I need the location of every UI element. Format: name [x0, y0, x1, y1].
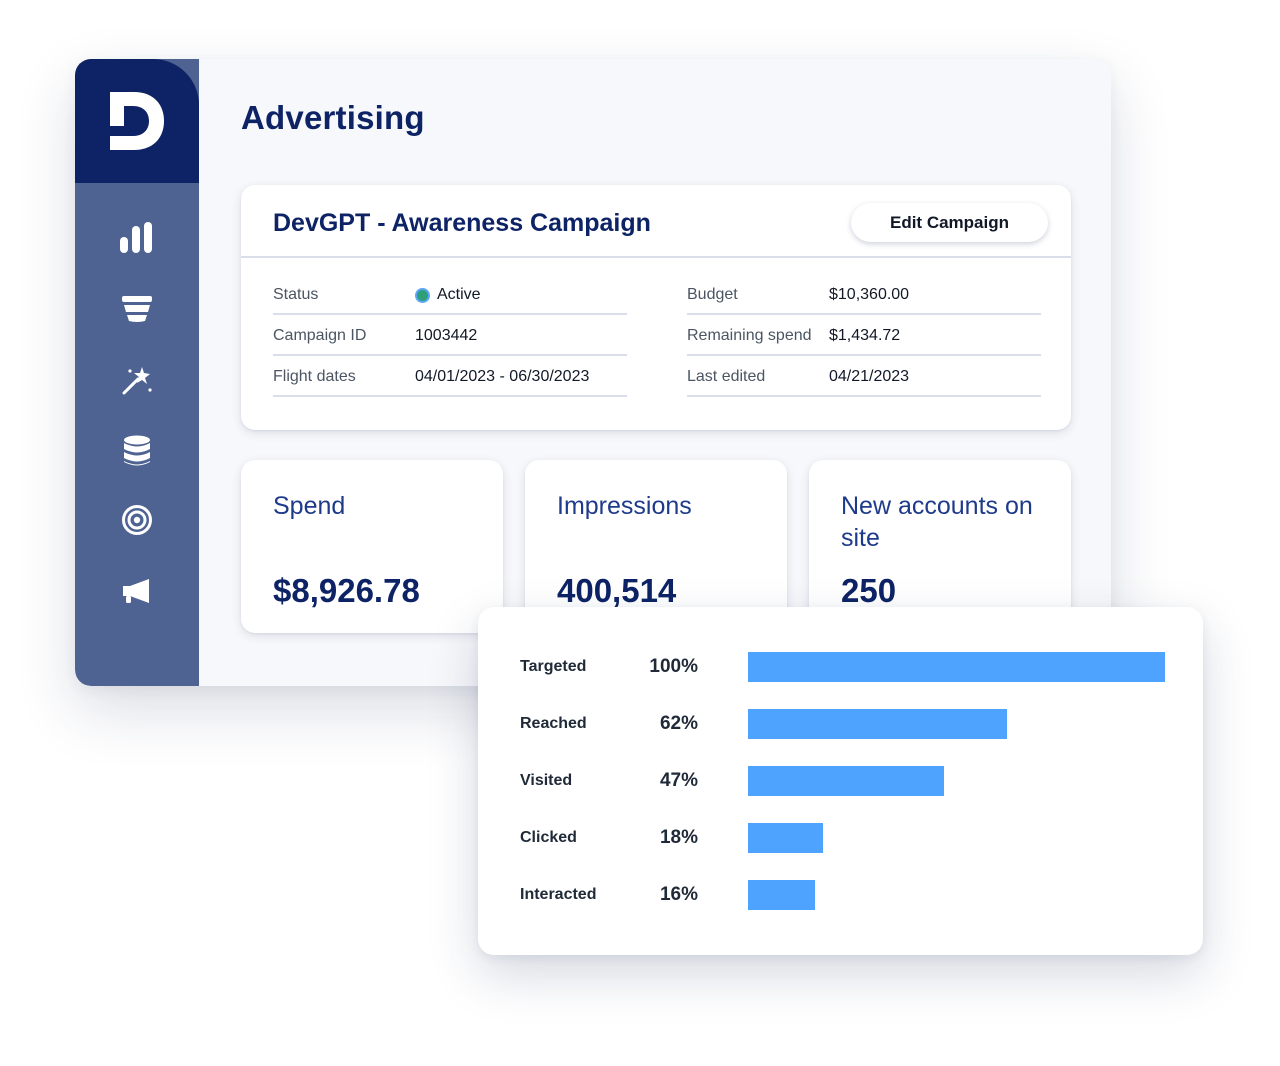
status-row: Status Active: [273, 274, 627, 315]
metric-value: 400,514: [557, 572, 677, 609]
funnel-row: Interacted 16%: [478, 879, 1203, 911]
sidebar: [75, 59, 199, 686]
status-text: Active: [437, 286, 481, 303]
funnel-row: Visited 47%: [478, 765, 1203, 797]
metric-value: 250: [841, 572, 897, 609]
campaign-title: DevGPT - Awareness Campaign: [273, 209, 651, 237]
metric-label: Impressions: [557, 492, 692, 520]
flight-dates-row: Flight dates 04/01/2023 - 06/30/2023: [273, 356, 627, 397]
funnel-percent: 100%: [649, 656, 698, 677]
campaign-card: DevGPT - Awareness Campaign Edit Campaig…: [241, 185, 1071, 430]
funnel-label: Interacted: [520, 886, 597, 903]
metric-card-impressions: Impressions 400,514: [525, 460, 787, 633]
metric-label: Spend: [273, 492, 346, 520]
budget-row: Budget $10,360.00: [687, 274, 1041, 315]
edit-campaign-button[interactable]: Edit Campaign: [851, 203, 1048, 242]
metric-card-spend: Spend $8,926.78: [241, 460, 503, 633]
sidebar-item-analytics[interactable]: [117, 217, 157, 257]
campaign-details-right: Budget $10,360.00 Remaining spend $1,434…: [687, 274, 1041, 397]
funnel-bar: [748, 880, 815, 910]
funnel-row: Reached 62%: [478, 708, 1203, 740]
funnel-label: Targeted: [520, 658, 587, 675]
sidebar-item-magic[interactable]: [117, 360, 157, 400]
flight-dates-value: 04/01/2023 - 06/30/2023: [415, 368, 590, 385]
funnel-percent: 47%: [659, 770, 698, 791]
last-edited-value: 04/21/2023: [829, 368, 910, 385]
funnel-label: Clicked: [520, 829, 577, 846]
megaphone-icon: [123, 579, 149, 603]
campaign-header: DevGPT - Awareness Campaign Edit Campaig…: [241, 185, 1071, 258]
funnel-card: Targeted 100% Reached 62% Visited 47% Cl…: [478, 607, 1203, 955]
remaining-spend-row: Remaining spend $1,434.72: [687, 315, 1041, 356]
funnel-bar: [748, 709, 1007, 739]
funnel-icon: [122, 296, 152, 322]
funnel-bar: [748, 823, 824, 853]
funnel-percent: 62%: [659, 713, 698, 734]
app-window: Advertising DevGPT - Awareness Campaign …: [75, 59, 1111, 686]
metric-value: $8,926.78: [273, 572, 420, 609]
campaign-id-label: Campaign ID: [273, 327, 367, 344]
target-icon: [122, 505, 152, 535]
campaign-details-left: Status Active Campaign ID 1003442 Flight…: [273, 274, 627, 397]
sidebar-item-campaigns[interactable]: [117, 571, 157, 611]
page-title: Advertising: [241, 99, 425, 136]
sidebar-item-funnel[interactable]: [117, 289, 157, 329]
metric-label: New accounts on site: [841, 492, 1033, 552]
funnel-percent: 18%: [659, 827, 698, 848]
remaining-spend-label: Remaining spend: [687, 327, 812, 344]
status-dot-icon: [415, 287, 430, 303]
flight-dates-label: Flight dates: [273, 368, 356, 385]
status-value: Active: [415, 286, 481, 304]
bar-chart-icon: [120, 222, 152, 253]
sidebar-item-targeting[interactable]: [117, 500, 157, 540]
campaign-id-value: 1003442: [415, 327, 478, 344]
status-label: Status: [273, 286, 319, 303]
logo-icon: [110, 92, 164, 150]
sidebar-item-data[interactable]: [117, 431, 157, 471]
database-icon: [124, 435, 150, 466]
funnel-percent: 16%: [659, 884, 698, 905]
funnel-bar: [748, 766, 944, 796]
metric-card-new-accounts: New accounts on site 250: [809, 460, 1071, 633]
logo[interactable]: [75, 59, 199, 183]
magic-wand-icon: [122, 367, 152, 395]
budget-value: $10,360.00: [829, 286, 910, 303]
remaining-spend-value: $1,434.72: [829, 327, 901, 344]
last-edited-label: Last edited: [687, 368, 766, 385]
funnel-row: Targeted 100%: [478, 651, 1203, 683]
funnel-row: Clicked 18%: [478, 822, 1203, 854]
funnel-label: Visited: [520, 772, 573, 789]
funnel-label: Reached: [520, 715, 587, 732]
campaign-id-row: Campaign ID 1003442: [273, 315, 627, 356]
budget-label: Budget: [687, 286, 738, 303]
funnel-bar: [748, 652, 1165, 682]
last-edited-row: Last edited 04/21/2023: [687, 356, 1041, 397]
